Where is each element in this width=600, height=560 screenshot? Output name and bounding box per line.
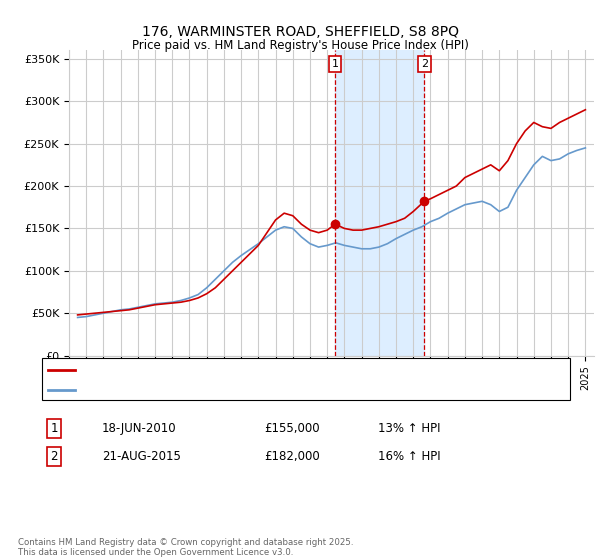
Text: 176, WARMINSTER ROAD, SHEFFIELD, S8 8PQ (semi-detached house): 176, WARMINSTER ROAD, SHEFFIELD, S8 8PQ … — [79, 365, 440, 375]
Text: HPI: Average price, semi-detached house, Sheffield: HPI: Average price, semi-detached house,… — [79, 385, 347, 395]
Text: 1: 1 — [50, 422, 58, 435]
Text: Contains HM Land Registry data © Crown copyright and database right 2025.
This d: Contains HM Land Registry data © Crown c… — [18, 538, 353, 557]
Bar — [335, 50, 424, 356]
Text: Price paid vs. HM Land Registry's House Price Index (HPI): Price paid vs. HM Land Registry's House … — [131, 39, 469, 52]
Text: 13% ↑ HPI: 13% ↑ HPI — [378, 422, 440, 435]
Text: 2: 2 — [50, 450, 58, 463]
Text: 16% ↑ HPI: 16% ↑ HPI — [378, 450, 440, 463]
Text: 176, WARMINSTER ROAD, SHEFFIELD, S8 8PQ: 176, WARMINSTER ROAD, SHEFFIELD, S8 8PQ — [142, 25, 458, 39]
Text: 21-AUG-2015: 21-AUG-2015 — [102, 450, 181, 463]
Text: £155,000: £155,000 — [264, 422, 320, 435]
Text: 1: 1 — [332, 59, 338, 69]
Text: £182,000: £182,000 — [264, 450, 320, 463]
Text: 18-JUN-2010: 18-JUN-2010 — [102, 422, 176, 435]
Text: 2: 2 — [421, 59, 428, 69]
